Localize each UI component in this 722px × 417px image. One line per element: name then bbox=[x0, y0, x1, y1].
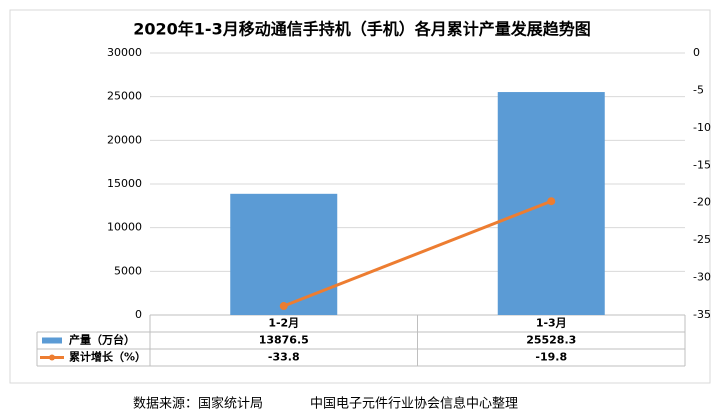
chart-title: 2020年1-3月移动通信手持机（手机）各月累计产量发展趋势图 bbox=[133, 20, 590, 39]
y2-tick-label: -20 bbox=[693, 196, 711, 209]
y2-tick-label: -25 bbox=[693, 233, 711, 246]
x-tick-label: 1-2月 bbox=[268, 317, 299, 330]
legend-label: 累计增长（%） bbox=[69, 350, 146, 364]
y-tick-label: 5000 bbox=[114, 264, 142, 277]
legend-marker bbox=[49, 354, 55, 361]
table-value: 25528.3 bbox=[526, 334, 576, 347]
source: 数据来源：国家统计局 bbox=[133, 396, 263, 412]
note: 中国电子元件行业协会信息中心整理 bbox=[310, 396, 518, 412]
bar bbox=[230, 193, 338, 315]
chart-border bbox=[9, 9, 711, 384]
y2-tick-label: -10 bbox=[693, 121, 711, 134]
table-value: -19.8 bbox=[535, 351, 567, 364]
point bbox=[279, 302, 288, 311]
y2-tick-label: -15 bbox=[693, 158, 711, 171]
y2-tick-label: -30 bbox=[693, 271, 711, 284]
y-tick-label: 20000 bbox=[107, 133, 142, 146]
x-tick-label: 1-3月 bbox=[536, 317, 567, 330]
y-tick-label: 25000 bbox=[107, 90, 142, 103]
table-value: 13876.5 bbox=[259, 334, 309, 347]
y2-tick-label: -35 bbox=[693, 308, 711, 321]
y-tick-label: 0 bbox=[135, 308, 142, 321]
table-value: -33.8 bbox=[268, 351, 300, 364]
y-tick-label: 30000 bbox=[107, 46, 142, 59]
legend-marker bbox=[42, 337, 62, 344]
y-tick-label: 10000 bbox=[107, 221, 142, 234]
y2-tick-label: 0 bbox=[693, 46, 700, 59]
legend-label: 产量（万台） bbox=[69, 333, 135, 347]
y-tick-label: 15000 bbox=[107, 177, 142, 190]
line bbox=[283, 199, 552, 308]
y2-tick-label: -5 bbox=[693, 83, 704, 96]
point bbox=[547, 197, 556, 206]
